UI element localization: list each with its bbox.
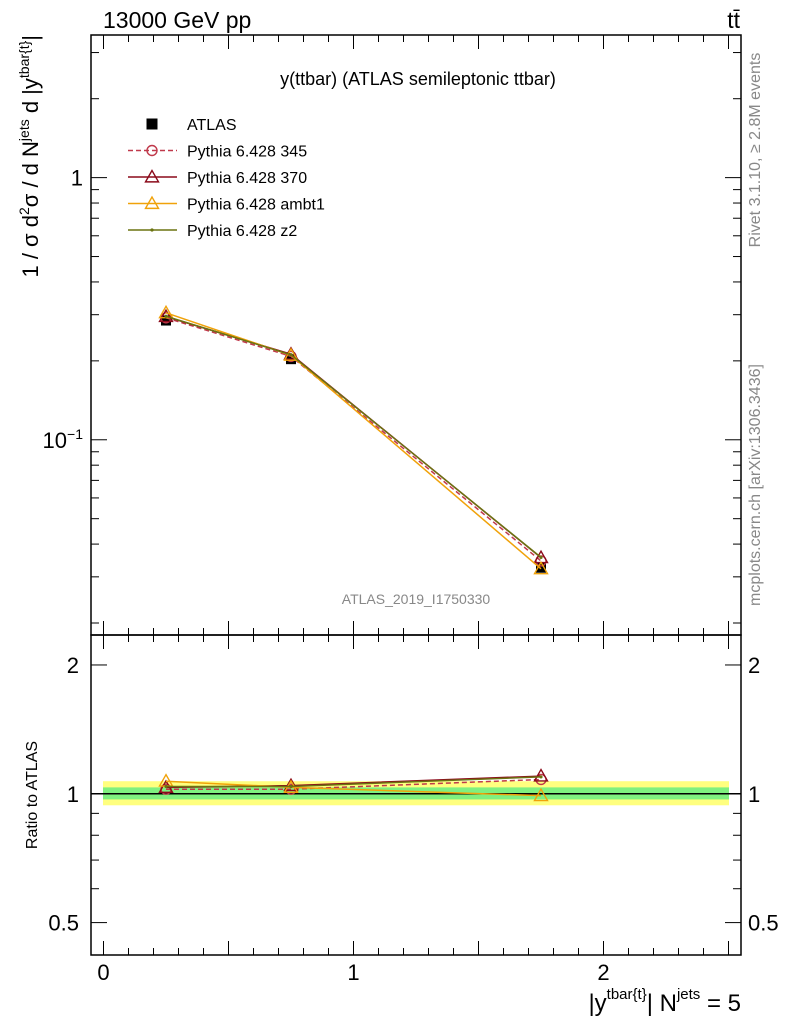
ratio-y-tick-label-left: 2 [67, 653, 79, 678]
legend-entry: Pythia 6.428 370 [128, 169, 307, 187]
ratio-y-tick-label-right: 1 [748, 782, 760, 807]
ylabel-part: d |y [18, 78, 43, 119]
ylabel-part: 1 / σ d [18, 215, 43, 278]
xlabel-sup: tbar{t} [607, 986, 647, 1003]
ratio-frame [90, 634, 742, 956]
y-tick-label-base: 10 [43, 428, 67, 453]
marker-triangle [144, 195, 160, 210]
series-atlas [161, 315, 546, 573]
y-tick-label-base: 1 [71, 166, 83, 191]
ratio-series-line [166, 778, 542, 790]
marker-triangle [533, 787, 549, 802]
y-tick-label: 10−1 [43, 426, 84, 453]
ratio-y-tick-label-left: 0.5 [48, 911, 79, 936]
analysis-watermark: ATLAS_2019_I1750330 [342, 591, 491, 607]
main-axis-ticks [91, 35, 741, 635]
process-label: tt̄ [727, 7, 740, 33]
ratio-axis-ticks [91, 635, 741, 955]
legend-label: Pythia 6.428 370 [187, 170, 307, 187]
legend: ATLAS Pythia 6.428 345 Pythia 6.428 370 Pyt… [128, 117, 325, 240]
ratio-y-tick-labels: 2 2 1 1 0.5 0.5 [48, 653, 778, 936]
marker-triangle [533, 768, 549, 782]
ylabel-sup: jets [16, 119, 32, 142]
marker-dot [539, 775, 543, 779]
main-title: y(ttbar) (ATLAS semileptonic ttbar) [280, 69, 556, 89]
marker-square [161, 315, 171, 326]
x-tick-label: 1 [347, 960, 359, 985]
marker-dot [164, 314, 168, 318]
series-line [165, 312, 542, 570]
main-y-tick-labels: 1 10−1 [43, 166, 84, 453]
marker-square [146, 118, 158, 130]
ylabel-part: | [18, 35, 43, 41]
legend-entry: Pythia 6.428 ambt1 [128, 195, 325, 214]
xlabel-part: | N [647, 990, 677, 1017]
series-line [165, 317, 542, 562]
ratio-y-tick-label-left: 1 [67, 782, 79, 807]
marker-triangle [144, 169, 160, 183]
energy-label: 13000 GeV pp [103, 7, 251, 33]
ratio-y-tick-label-right: 2 [748, 653, 760, 678]
y-tick-label-exponent: −1 [67, 426, 83, 442]
x-axis-label: |ytbar{t}| Njets = 5 [588, 986, 741, 1017]
marker-dot [539, 555, 543, 559]
legend-entry: ATLAS [146, 117, 237, 134]
x-tick-label: 2 [597, 960, 609, 985]
marker-dot [289, 784, 293, 789]
marker-triangle [158, 308, 174, 323]
main-series-group [158, 304, 549, 575]
ratio-panel: 2 2 1 1 0.5 0.5 0 1 2 Ratio to ATLAS |ytbar{t}|… [24, 634, 779, 1017]
series-pythia-6-428-z2 [164, 314, 543, 559]
series-pythia-6-428-345 [160, 312, 547, 567]
marker-triangle [283, 777, 299, 792]
x-tick-labels: 0 1 2 [97, 960, 609, 985]
legend-label: Pythia 6.428 345 [187, 144, 307, 161]
ratio-y-axis-label: Ratio to ATLAS [24, 741, 41, 849]
series-pythia-6-428-ambt1 [158, 304, 549, 575]
legend-label: Pythia 6.428 ambt1 [187, 197, 325, 214]
marker-square [536, 562, 546, 573]
marker-triangle [533, 560, 549, 575]
xlabel-sup: jets [676, 986, 700, 1003]
legend-label: ATLAS [187, 117, 237, 134]
ratio-y-tick-label-right: 0.5 [748, 911, 779, 936]
main-y-axis-label: 1 / σ d2σ / d Njets d |ytbar{t}| [16, 35, 43, 278]
x-tick-label: 0 [97, 960, 109, 985]
legend-label: Pythia 6.428 z2 [187, 223, 297, 240]
marker-dot [289, 353, 293, 357]
legend-entry: Pythia 6.428 z2 [128, 223, 297, 240]
marker-dot [164, 784, 168, 789]
y-tick-label: 1 [71, 166, 83, 191]
ratio-series-pythia-6-428-z2 [164, 775, 543, 789]
ratio-series-group [158, 768, 549, 802]
mcplots-label: mcplots.cern.ch [arXiv:1306.3436] [747, 364, 764, 606]
ylabel-sup: 2 [16, 207, 32, 215]
ylabel-part: σ / d N [18, 141, 43, 207]
ylabel-sup: tbar{t} [16, 40, 32, 78]
marker-dot [150, 228, 154, 232]
rivet-label: Rivet 3.1.10, ≥ 2.8M events [747, 53, 764, 248]
xlabel-part: = 5 [700, 990, 741, 1017]
main-panel: 1 10−1 y(ttbar) (ATLAS semileptonic ttbar… [16, 34, 742, 636]
xlabel-part: |y [588, 990, 606, 1017]
marker-circle [146, 144, 158, 157]
legend-entry: Pythia 6.428 345 [128, 144, 307, 161]
